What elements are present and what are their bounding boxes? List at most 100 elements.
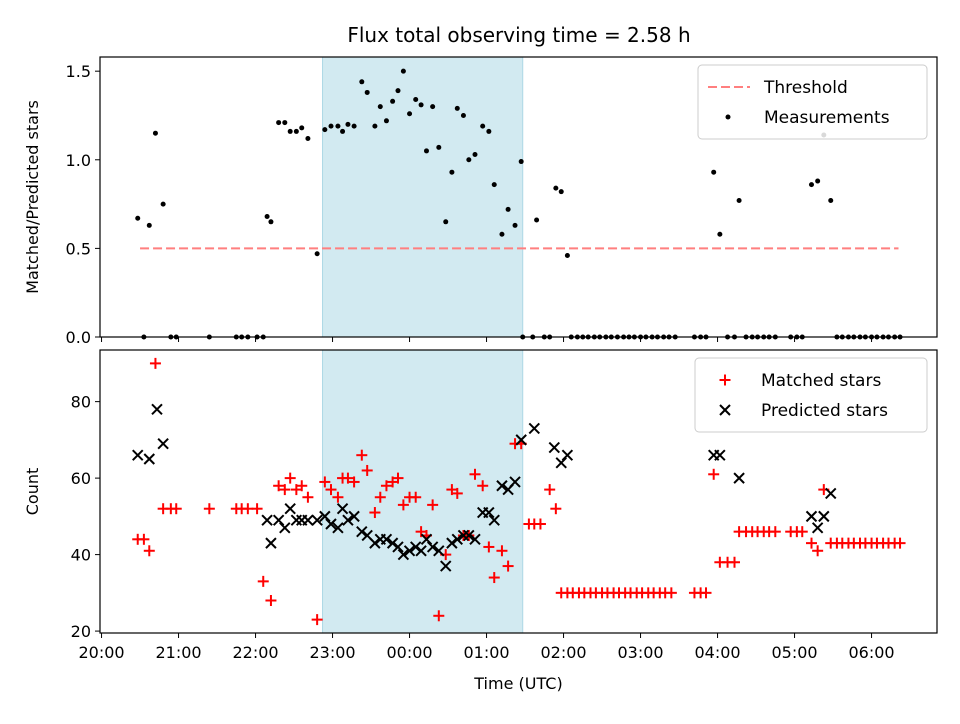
x-tick-label: 06:00 <box>848 643 894 662</box>
predicted-star-stroke <box>397 548 410 561</box>
predicted-star-stroke <box>509 476 521 488</box>
measurement-point <box>558 189 564 195</box>
predicted-star-point <box>811 522 824 534</box>
measurement-point <box>553 185 559 191</box>
matched-star-point <box>143 545 155 557</box>
x-tick-label: 01:00 <box>463 643 509 662</box>
predicted-star-stroke <box>409 541 422 553</box>
predicted-star-point <box>369 537 381 549</box>
matched-star-point <box>242 503 254 515</box>
measurement-point <box>395 88 401 94</box>
x-tick-label: 21:00 <box>155 643 201 662</box>
y-axis-label: Count <box>23 468 42 516</box>
predicted-star-point <box>342 514 354 526</box>
measurement-point <box>486 128 492 134</box>
predicted-star-stroke <box>325 518 337 530</box>
measurement-point <box>364 89 370 95</box>
predicted-star-point <box>336 503 349 515</box>
predicted-star-stroke <box>811 522 824 534</box>
predicted-star-point <box>496 480 508 492</box>
predicted-star-stroke <box>151 403 163 415</box>
matched-star-point <box>477 480 489 492</box>
predicted-star-point <box>488 514 500 526</box>
measurement-point <box>287 128 293 134</box>
predicted-star-point <box>261 514 273 526</box>
predicted-star-point <box>555 457 567 469</box>
measurement-point <box>305 136 311 142</box>
predicted-star-point <box>386 537 399 549</box>
x-tick-label: 02:00 <box>540 643 586 662</box>
legend-label: Threshold <box>763 78 848 98</box>
measurement-point <box>454 105 460 111</box>
matched-star-point <box>284 472 296 484</box>
predicted-star-point <box>733 472 745 484</box>
matched-star-point <box>369 507 381 519</box>
predicted-star-stroke <box>818 510 830 523</box>
matched-star-point <box>502 560 514 572</box>
predicted-star-point <box>284 503 296 515</box>
predicted-star-point <box>469 533 481 546</box>
measurement-point <box>340 128 346 134</box>
predicted-star-stroke <box>515 434 527 446</box>
predicted-star-stroke <box>420 533 433 546</box>
predicted-star-stroke <box>348 510 360 523</box>
predicted-star-stroke <box>403 545 416 557</box>
matched-star-point <box>296 480 308 492</box>
measurement-point <box>466 157 472 163</box>
matched-star-point <box>550 503 562 515</box>
predicted-star-point <box>348 510 360 523</box>
measurement-point <box>828 198 834 204</box>
measurement-point <box>518 159 524 165</box>
matched-star-point <box>665 587 677 599</box>
predicted-star-point <box>272 514 285 526</box>
predicted-star-stroke <box>143 453 155 465</box>
matched-star-point <box>332 491 344 503</box>
predicted-star-point <box>805 510 818 523</box>
measurement-point <box>815 178 821 184</box>
predicted-star-point <box>290 514 303 526</box>
measurement-point <box>400 68 406 74</box>
predicted-star-stroke <box>483 506 495 519</box>
x-tick-label: 20:00 <box>78 643 124 662</box>
predicted-star-point <box>151 403 163 415</box>
measurement-point <box>808 182 814 188</box>
matched-star-point <box>488 572 500 584</box>
matched-star-point <box>894 537 906 549</box>
measurement-point <box>314 251 320 257</box>
matched-star-point <box>805 537 817 549</box>
measurement-point <box>449 169 455 175</box>
measurement-point <box>268 219 274 225</box>
measurement-point <box>499 231 505 237</box>
measurement-point <box>146 222 152 228</box>
x-tick-label: 04:00 <box>694 643 740 662</box>
matched-star-point <box>302 491 314 503</box>
matched-star-point <box>796 526 808 538</box>
measurement-point <box>372 123 378 129</box>
measurement-point <box>430 104 436 110</box>
predicted-star-point <box>397 548 410 561</box>
y-tick-label: 60 <box>71 469 91 488</box>
measurement-point <box>135 215 141 221</box>
predicted-star-point <box>332 522 344 534</box>
predicted-star-point <box>433 545 445 557</box>
measurement-point <box>152 130 158 136</box>
legend-box <box>694 357 928 433</box>
predicted-star-point <box>302 514 314 526</box>
measurement-point <box>293 128 299 134</box>
measurement-point <box>491 182 497 188</box>
predicted-star-stroke <box>446 537 458 549</box>
predicted-star-point <box>561 449 574 461</box>
measurement-point <box>717 231 723 237</box>
predicted-star-stroke <box>157 437 169 450</box>
matched-star-point <box>374 491 386 503</box>
measurement-point <box>480 123 486 129</box>
measurement-point <box>345 121 351 127</box>
predicted-star-stroke <box>319 510 331 523</box>
measurement-point <box>351 123 357 129</box>
matched-star-point <box>812 545 824 557</box>
predicted-star-stroke <box>336 503 349 515</box>
axes-frame <box>99 56 938 338</box>
predicted-star-point <box>132 449 144 461</box>
predicted-star-point <box>451 533 463 546</box>
